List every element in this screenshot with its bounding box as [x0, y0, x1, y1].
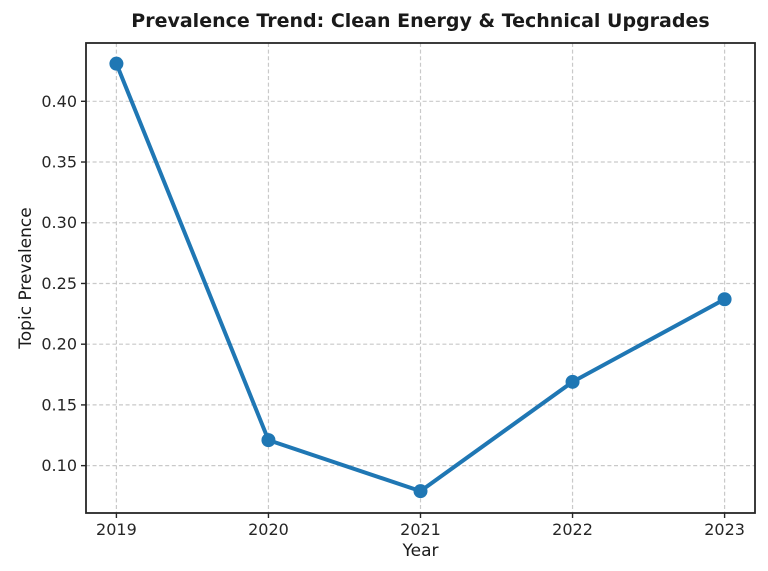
data-point-marker — [413, 484, 428, 499]
data-series-layer — [109, 56, 732, 499]
y-tick-label: 0.30 — [41, 213, 77, 232]
y-tick-label: 0.40 — [41, 92, 77, 111]
x-tick-label: 2023 — [704, 520, 745, 539]
data-point-marker — [717, 292, 732, 307]
grid-layer — [86, 43, 755, 513]
x-tick-label: 2021 — [400, 520, 441, 539]
plot-border — [85, 42, 756, 514]
data-point-marker — [261, 433, 276, 448]
data-point-marker — [565, 374, 580, 389]
y-axis-label: Topic Prevalence — [16, 207, 36, 349]
axis-tick-marks — [81, 100, 726, 518]
x-axis-label: Year — [402, 541, 439, 561]
y-tick-label: 0.35 — [41, 153, 77, 172]
y-tick-labels: 0.10 0.15 0.20 0.25 0.30 0.35 0.40 — [41, 92, 77, 475]
data-point-marker — [109, 56, 124, 71]
chart-title: Prevalence Trend: Clean Energy & Technic… — [131, 10, 709, 32]
y-tick-label: 0.15 — [41, 395, 77, 414]
x-tick-label: 2019 — [96, 520, 137, 539]
y-tick-label: 0.25 — [41, 274, 77, 293]
y-tick-label: 0.10 — [41, 456, 77, 475]
x-tick-label: 2022 — [552, 520, 593, 539]
y-tick-label: 0.20 — [41, 335, 77, 354]
x-tick-label: 2020 — [248, 520, 289, 539]
x-tick-labels: 2019 2020 2021 2022 2023 — [96, 520, 745, 539]
